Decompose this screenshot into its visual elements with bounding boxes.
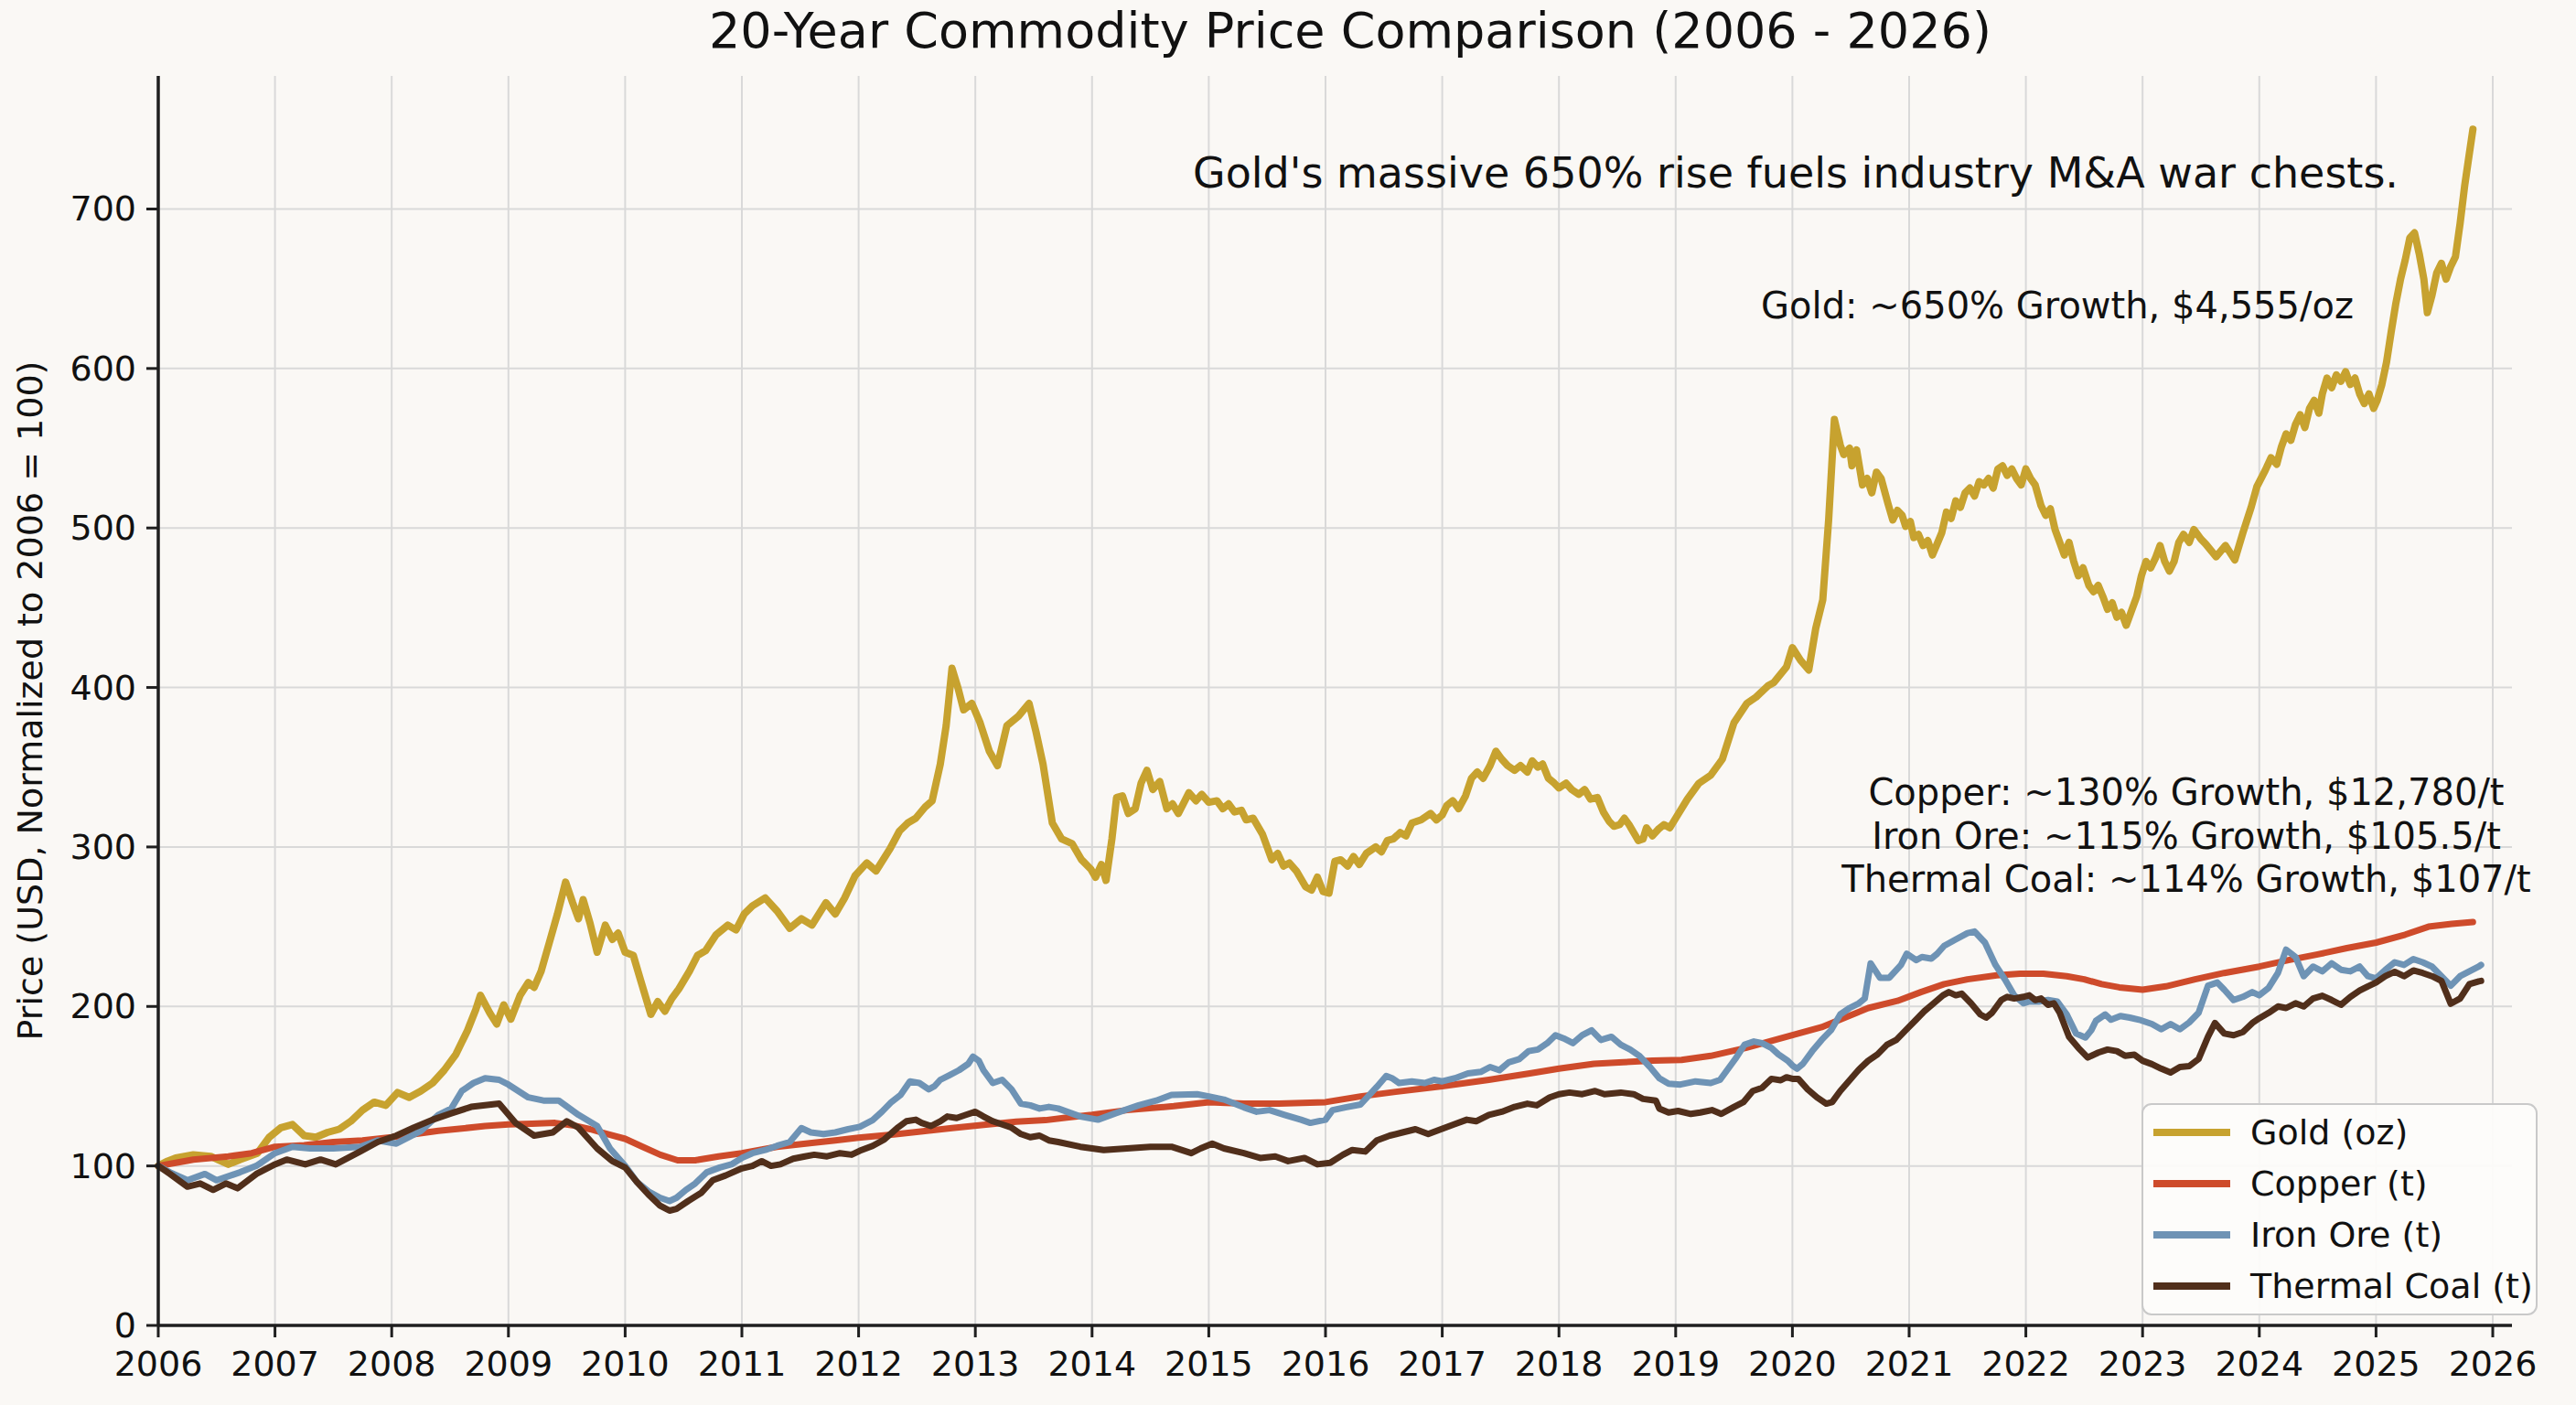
annotation-headline: Gold's massive 650% rise fuels industry … xyxy=(1193,148,2399,198)
x-tick-label: 2022 xyxy=(1981,1344,2070,1384)
x-tick-label: 2026 xyxy=(2449,1344,2538,1384)
y-tick-label: 400 xyxy=(70,668,136,708)
x-tick-label: 2011 xyxy=(698,1344,787,1384)
legend-label: Thermal Coal (t) xyxy=(2249,1266,2533,1306)
x-tick-label: 2009 xyxy=(464,1344,553,1384)
legend-label: Iron Ore (t) xyxy=(2250,1215,2442,1255)
x-tick-label: 2017 xyxy=(1398,1344,1487,1384)
chart-figure: 2006 2007 2008 2009 2010 2011 2012 2013 2014 2015… xyxy=(0,0,2576,1405)
y-axis-label: Price (USD, Normalized to 2006 = 100) xyxy=(10,361,50,1041)
x-tick-label: 2006 xyxy=(114,1344,203,1384)
x-tick-label: 2010 xyxy=(581,1344,670,1384)
y-tick-label: 500 xyxy=(70,508,136,548)
y-tick-label: 0 xyxy=(114,1305,136,1346)
y-tick-label: 700 xyxy=(70,188,136,229)
legend-label: Gold (oz) xyxy=(2250,1112,2408,1153)
x-tick-label: 2008 xyxy=(348,1344,436,1384)
y-tick-label: 300 xyxy=(70,827,136,867)
x-tick-label: 2007 xyxy=(231,1344,319,1384)
x-tick-label: 2015 xyxy=(1165,1344,1253,1384)
x-tick-label: 2024 xyxy=(2215,1344,2303,1384)
y-tick-label: 600 xyxy=(70,349,136,389)
x-tick-label: 2013 xyxy=(931,1344,1020,1384)
x-tick-label: 2025 xyxy=(2332,1344,2420,1384)
y-tick-label: 200 xyxy=(70,986,136,1026)
legend-label: Copper (t) xyxy=(2250,1164,2428,1204)
annotation-gold: Gold: ~650% Growth, $4,555/oz xyxy=(1761,284,2354,327)
x-tick-label: 2016 xyxy=(1282,1344,1370,1384)
commodity-line-chart: 2006 2007 2008 2009 2010 2011 2012 2013 2014 2015… xyxy=(0,0,2576,1405)
annotation-block-line: Iron Ore: ~115% Growth, $105.5/t xyxy=(1872,815,2501,857)
x-tick-label: 2023 xyxy=(2098,1344,2187,1384)
x-tick-label: 2018 xyxy=(1515,1344,1604,1384)
x-tick-label: 2012 xyxy=(814,1344,903,1384)
annotation-block-line: Thermal Coal: ~114% Growth, $107/t xyxy=(1841,858,2530,900)
x-tick-labels: 2006 2007 2008 2009 2010 2011 2012 2013 2014 2015… xyxy=(114,1344,2538,1384)
x-tick-label: 2019 xyxy=(1631,1344,1720,1384)
x-tick-label: 2021 xyxy=(1865,1344,1954,1384)
y-tick-label: 100 xyxy=(70,1146,136,1186)
annotation-block-line: Copper: ~130% Growth, $12,780/t xyxy=(1868,771,2504,813)
x-tick-label: 2014 xyxy=(1047,1344,1136,1384)
chart-title: 20-Year Commodity Price Comparison (2006… xyxy=(709,2,1991,59)
x-tick-label: 2020 xyxy=(1748,1344,1837,1384)
